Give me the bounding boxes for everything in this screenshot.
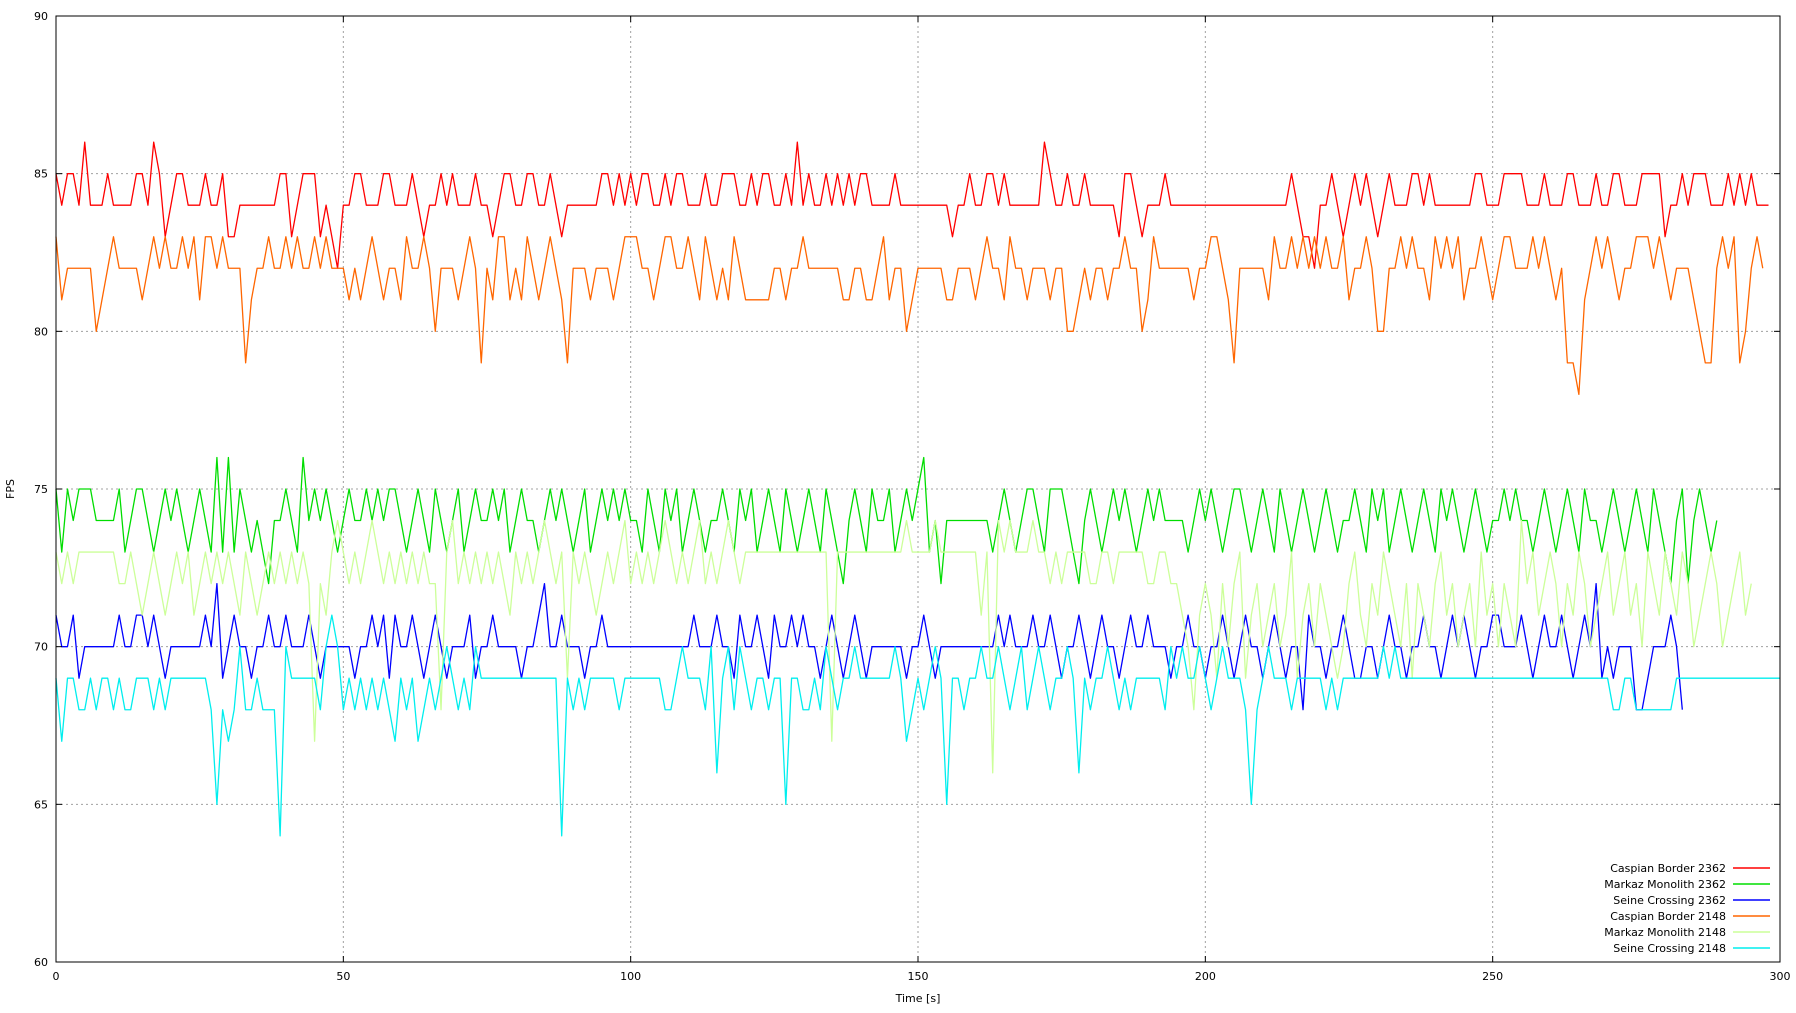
- legend-label: Seine Crossing 2148: [1613, 942, 1726, 955]
- axis-ticks: 0 50 100 150 200 250 300 60 65 70 75 80 85 90: [34, 10, 1791, 983]
- series-line-1: [55, 141, 1769, 269]
- legend-label: Caspian Border 2148: [1610, 910, 1726, 923]
- y-tick-label: 90: [34, 10, 48, 23]
- x-tick-label: 300: [1770, 970, 1791, 983]
- series-line-4: [55, 236, 1764, 396]
- series-line-2: [55, 456, 1718, 585]
- legend-label: Markaz Monolith 2148: [1604, 926, 1726, 939]
- x-axis-label: Time [s]: [895, 992, 941, 1005]
- series-line-6: [55, 614, 1780, 837]
- x-tick-label: 0: [53, 970, 60, 983]
- x-tick-label: 150: [908, 970, 929, 983]
- x-tick-label: 200: [1195, 970, 1216, 983]
- y-tick-label: 70: [34, 641, 48, 654]
- legend-label: Markaz Monolith 2362: [1604, 878, 1726, 891]
- legend-label: Caspian Border 2362: [1610, 862, 1726, 875]
- y-tick-label: 65: [34, 798, 48, 811]
- y-tick-label: 80: [34, 325, 48, 338]
- legend: Caspian Border 2362 Markaz Monolith 2362 S…: [1604, 862, 1770, 955]
- series-lines: [55, 141, 1780, 837]
- y-tick-label: 85: [34, 168, 48, 181]
- y-tick-label: 75: [34, 483, 48, 496]
- y-axis-label: FPS: [4, 479, 17, 499]
- grid: [56, 16, 1780, 962]
- x-tick-label: 50: [336, 970, 350, 983]
- series-line-5: [55, 519, 1752, 774]
- legend-label: Seine Crossing 2362: [1613, 894, 1726, 907]
- x-tick-label: 100: [620, 970, 641, 983]
- x-tick-label: 250: [1482, 970, 1503, 983]
- y-tick-label: 60: [34, 956, 48, 969]
